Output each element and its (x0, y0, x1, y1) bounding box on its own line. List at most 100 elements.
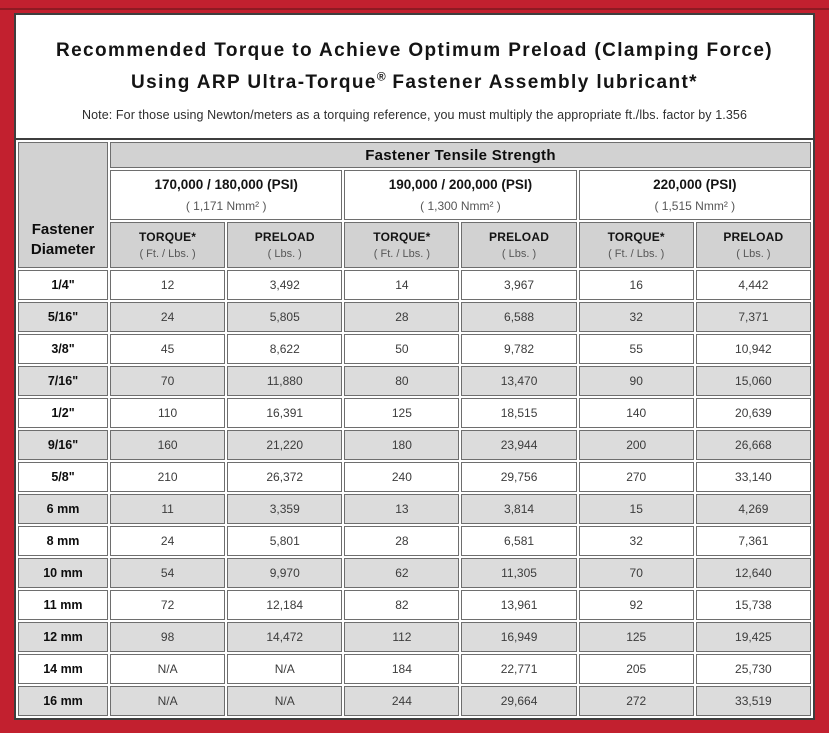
table-row: 10 mm 54 9,970 62 11,305 70 12,640 (18, 558, 811, 588)
torque-value-cell: 125 (578, 622, 694, 652)
preload-label: PRELOAD (489, 230, 550, 244)
preload-value-cell: 11,305 (461, 558, 577, 588)
torque-value-cell: 15 (578, 494, 694, 524)
torque-value-cell: 210 (110, 462, 226, 492)
torque-value-cell: 24 (110, 302, 226, 332)
preload-value-cell: 4,442 (695, 270, 811, 300)
torque-value-cell: 240 (344, 462, 460, 492)
torque-value-cell: 12 (110, 270, 226, 300)
preload-unit-label: ( Lbs. ) (736, 248, 771, 260)
torque-label: TORQUE* (138, 230, 197, 244)
preload-unit-label: ( Lbs. ) (267, 248, 302, 260)
torque-table: Fastener Diameter Fastener Tensile Stren… (16, 140, 813, 718)
table-row: 16 mm N/A N/A 244 29,664 272 33,519 (18, 686, 811, 716)
preload-value-cell: 6,588 (461, 302, 577, 332)
preload-value-cell: 15,738 (695, 590, 811, 620)
psi-group-190-200: 190,000 / 200,000 (PSI) ( 1,300 Nmm² ) (344, 170, 577, 220)
torque-value-cell: 140 (578, 398, 694, 428)
torque-label: TORQUE* (607, 230, 665, 244)
torque-value-cell: N/A (110, 654, 226, 684)
torque-unit-label: ( Ft. / Lbs. ) (608, 248, 665, 260)
table-row: 5/8" 210 26,372 240 29,756 270 33,140 (18, 462, 811, 492)
torque-value-cell: 110 (110, 398, 226, 428)
preload-value-cell: 20,639 (695, 398, 811, 428)
torque-value-cell: 70 (110, 366, 226, 396)
preload-value-cell: 5,801 (227, 526, 343, 556)
torque-column-header: TORQUE* ( Ft. / Lbs. ) (344, 222, 460, 268)
psi-label: 220,000 (PSI) (653, 177, 737, 192)
frame-accent-line (0, 8, 829, 10)
preload-value-cell: 16,391 (227, 398, 343, 428)
preload-value-cell: 9,782 (461, 334, 577, 364)
torque-column-header: TORQUE* ( Ft. / Lbs. ) (578, 222, 694, 268)
torque-value-cell: 90 (578, 366, 694, 396)
torque-label: TORQUE* (373, 230, 431, 244)
preload-value-cell: 12,184 (227, 590, 343, 620)
preload-value-cell: 26,668 (695, 430, 811, 460)
torque-value-cell: 54 (110, 558, 226, 588)
torque-value-cell: 55 (578, 334, 694, 364)
preload-value-cell: 4,269 (695, 494, 811, 524)
torque-value-cell: 244 (344, 686, 460, 716)
preload-value-cell: 7,361 (695, 526, 811, 556)
fastener-diameter-cell: 9/16" (18, 430, 108, 460)
preload-value-cell: N/A (227, 686, 343, 716)
psi-label: 170,000 / 180,000 (PSI) (154, 177, 298, 192)
table-row: 8 mm 24 5,801 28 6,581 32 7,361 (18, 526, 811, 556)
table-row: 7/16" 70 11,880 80 13,470 90 15,060 (18, 366, 811, 396)
torque-value-cell: 270 (578, 462, 694, 492)
torque-value-cell: 24 (110, 526, 226, 556)
fastener-diameter-cell: 1/2" (18, 398, 108, 428)
table-row: 3/8" 45 8,622 50 9,782 55 10,942 (18, 334, 811, 364)
fastener-diameter-cell: 10 mm (18, 558, 108, 588)
preload-value-cell: 8,622 (227, 334, 343, 364)
torque-unit-label: ( Ft. / Lbs. ) (373, 248, 430, 260)
table-row: 11 mm 72 12,184 82 13,961 92 15,738 (18, 590, 811, 620)
torque-unit-label: ( Ft. / Lbs. ) (139, 248, 196, 260)
tensile-header-row: Fastener Diameter Fastener Tensile Stren… (18, 142, 811, 268)
preload-value-cell: 22,771 (461, 654, 577, 684)
torque-value-cell: N/A (110, 686, 226, 716)
preload-value-cell: 13,961 (461, 590, 577, 620)
page-title: Recommended Torque to Achieve Optimum Pr… (16, 35, 813, 99)
registered-trademark-symbol: ® (376, 69, 386, 84)
preload-value-cell: 18,515 (461, 398, 577, 428)
psi-label: 190,000 / 200,000 (PSI) (388, 177, 533, 192)
torque-value-cell: 72 (110, 590, 226, 620)
table-row: 14 mm N/A N/A 184 22,771 205 25,730 (18, 654, 811, 684)
preload-value-cell: N/A (227, 654, 343, 684)
preload-value-cell: 33,519 (695, 686, 811, 716)
fastener-diameter-cell: 6 mm (18, 494, 108, 524)
preload-value-cell: 5,805 (227, 302, 343, 332)
preload-value-cell: 29,756 (461, 462, 577, 492)
preload-value-cell: 21,220 (227, 430, 343, 460)
title-line-2-post: Fastener Assembly lubricant* (385, 72, 698, 93)
psi-group-220: 220,000 (PSI) ( 1,515 Nmm² ) (578, 170, 811, 220)
preload-value-cell: 19,425 (695, 622, 811, 652)
preload-value-cell: 3,492 (227, 270, 343, 300)
torque-value-cell: 92 (578, 590, 694, 620)
fastener-diameter-cell: 12 mm (18, 622, 108, 652)
preload-value-cell: 6,581 (461, 526, 577, 556)
torque-value-cell: 200 (578, 430, 694, 460)
preload-unit-label: ( Lbs. ) (501, 248, 537, 260)
torque-value-cell: 112 (344, 622, 460, 652)
preload-value-cell: 23,944 (461, 430, 577, 460)
table-row: 1/4" 12 3,492 14 3,967 16 4,442 (18, 270, 811, 300)
torque-value-cell: 80 (344, 366, 460, 396)
fastener-diameter-cell: 3/8" (18, 334, 108, 364)
torque-value-cell: 11 (110, 494, 226, 524)
torque-value-cell: 70 (578, 558, 694, 588)
preload-value-cell: 3,814 (461, 494, 577, 524)
fastener-diameter-cell: 5/8" (18, 462, 108, 492)
preload-label: PRELOAD (254, 230, 315, 244)
torque-value-cell: 50 (344, 334, 460, 364)
nmm-label: ( 1,171 Nmm² ) (185, 199, 267, 213)
table-row: 5/16" 24 5,805 28 6,588 32 7,371 (18, 302, 811, 332)
torque-value-cell: 180 (344, 430, 460, 460)
preload-value-cell: 7,371 (695, 302, 811, 332)
fastener-diameter-header: Fastener Diameter (18, 142, 108, 268)
table-row: 12 mm 98 14,472 112 16,949 125 19,425 (18, 622, 811, 652)
content-panel: Recommended Torque to Achieve Optimum Pr… (14, 13, 815, 720)
title-line-2-pre: Using ARP Ultra-Torque (131, 72, 377, 93)
